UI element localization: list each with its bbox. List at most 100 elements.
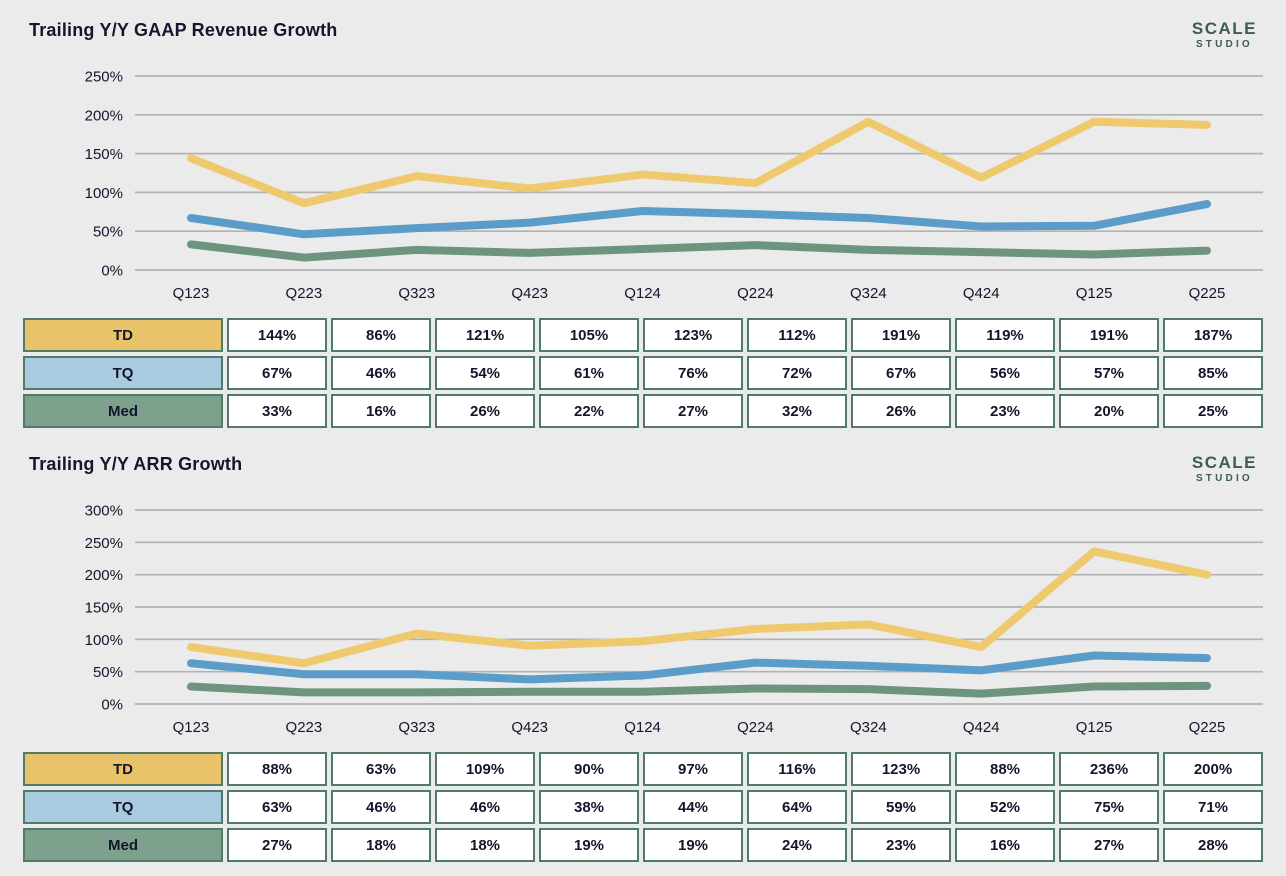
y-tick-label: 150% bbox=[85, 146, 123, 163]
table-cell-td: 123% bbox=[851, 752, 951, 786]
table-cell-med: 26% bbox=[851, 394, 951, 428]
table-cell-med: 23% bbox=[851, 828, 951, 862]
x-tick-label: Q225 bbox=[1189, 719, 1226, 736]
row-header-med: Med bbox=[23, 828, 223, 862]
y-tick-label: 50% bbox=[93, 664, 123, 681]
table-cell-tq: 57% bbox=[1059, 356, 1159, 390]
chart-title-arr: Trailing Y/Y ARR Growth bbox=[29, 454, 243, 474]
table-cell-med: 19% bbox=[643, 828, 743, 862]
table-cell-med: 27% bbox=[227, 828, 327, 862]
table-cell-med: 16% bbox=[331, 394, 431, 428]
line-chart-canvas: 250% 200% 150% 100% 50% 0% Q123 Q223 Q323 Q423 Q12… bbox=[85, 69, 1263, 302]
logo-text-scale: SCALE bbox=[1191, 19, 1257, 38]
table-cell-td: 88% bbox=[227, 752, 327, 786]
table-cell-med: 27% bbox=[1059, 828, 1159, 862]
table-row-tq: TQ 63% 46% 46% 38% 44% 64% 59% 52% 75% 71% bbox=[23, 790, 1263, 824]
x-tick-label: Q424 bbox=[963, 285, 1000, 302]
x-tick-label: Q324 bbox=[850, 285, 887, 302]
table-cell-td: 88% bbox=[955, 752, 1055, 786]
table-cell-med: 23% bbox=[955, 394, 1055, 428]
table-cell-td: 191% bbox=[1059, 318, 1159, 352]
table-cell-td: 90% bbox=[539, 752, 639, 786]
table-cell-td: 116% bbox=[747, 752, 847, 786]
row-header-td: TD bbox=[23, 752, 223, 786]
series-line-tq bbox=[187, 200, 1211, 239]
y-tick-label: 200% bbox=[85, 567, 123, 584]
y-tick-label: 300% bbox=[85, 503, 123, 520]
x-tick-label: Q125 bbox=[1076, 719, 1113, 736]
table-cell-med: 18% bbox=[435, 828, 535, 862]
table-row-med: Med 33% 16% 26% 22% 27% 32% 26% 23% 20% 25% bbox=[23, 394, 1263, 428]
table-cell-med: 33% bbox=[227, 394, 327, 428]
table-cell-tq: 67% bbox=[851, 356, 951, 390]
y-tick-label: 0% bbox=[101, 697, 123, 714]
table-cell-tq: 85% bbox=[1163, 356, 1263, 390]
table-cell-med: 27% bbox=[643, 394, 743, 428]
series-line-med bbox=[187, 240, 1211, 262]
table-cell-tq: 46% bbox=[435, 790, 535, 824]
scale-studio-logo: SCALE STUDIO bbox=[1192, 20, 1257, 50]
y-tick-label: 50% bbox=[93, 224, 123, 241]
table-cell-med: 16% bbox=[955, 828, 1055, 862]
x-tick-label: Q423 bbox=[511, 719, 548, 736]
table-cell-tq: 63% bbox=[227, 790, 327, 824]
table-cell-td: 236% bbox=[1059, 752, 1159, 786]
table-cell-med: 19% bbox=[539, 828, 639, 862]
table-cell-tq: 71% bbox=[1163, 790, 1263, 824]
table-cell-td: 144% bbox=[227, 318, 327, 352]
gaap-revenue-growth-table: TD 144% 86% 121% 105% 123% 112% 191% 119% 191% 187… bbox=[19, 314, 1267, 432]
x-tick-label: Q224 bbox=[737, 285, 774, 302]
x-tick-label: Q323 bbox=[398, 719, 435, 736]
table-cell-med: 20% bbox=[1059, 394, 1159, 428]
table-cell-tq: 59% bbox=[851, 790, 951, 824]
table-cell-tq: 46% bbox=[331, 356, 431, 390]
x-tick-label: Q124 bbox=[624, 285, 661, 302]
table-cell-tq: 75% bbox=[1059, 790, 1159, 824]
x-tick-label: Q125 bbox=[1076, 285, 1113, 302]
table-row-tq: TQ 67% 46% 54% 61% 76% 72% 67% 56% 57% 85% bbox=[23, 356, 1263, 390]
y-tick-label: 100% bbox=[85, 185, 123, 202]
table-cell-td: 86% bbox=[331, 318, 431, 352]
table-cell-td: 112% bbox=[747, 318, 847, 352]
arr-panel-header: Trailing Y/Y ARR Growth SCALE STUDIO bbox=[23, 450, 1263, 494]
series-line-med bbox=[187, 681, 1211, 698]
y-tick-label: 150% bbox=[85, 600, 123, 617]
table-cell-td: 97% bbox=[643, 752, 743, 786]
x-tick-label: Q223 bbox=[286, 285, 323, 302]
table-cell-td: 63% bbox=[331, 752, 431, 786]
table-cell-td: 105% bbox=[539, 318, 639, 352]
x-tick-label: Q223 bbox=[286, 719, 323, 736]
x-tick-label: Q324 bbox=[850, 719, 887, 736]
table-cell-med: 32% bbox=[747, 394, 847, 428]
logo-text-scale: SCALE bbox=[1191, 453, 1257, 472]
table-row-td: TD 88% 63% 109% 90% 97% 116% 123% 88% 236% 200% bbox=[23, 752, 1263, 786]
table-cell-med: 26% bbox=[435, 394, 535, 428]
table-cell-td: 109% bbox=[435, 752, 535, 786]
gaap-revenue-growth-section: Trailing Y/Y GAAP Revenue Growth SCALE S… bbox=[23, 16, 1263, 432]
row-header-med: Med bbox=[23, 394, 223, 428]
table-cell-tq: 56% bbox=[955, 356, 1055, 390]
arr-growth-section: Trailing Y/Y ARR Growth SCALE STUDIO 300… bbox=[23, 450, 1263, 866]
table-cell-td: 200% bbox=[1163, 752, 1263, 786]
x-tick-label: Q123 bbox=[173, 719, 210, 736]
series-line-tq bbox=[187, 651, 1211, 684]
x-tick-label: Q124 bbox=[624, 719, 661, 736]
series-line-td bbox=[187, 547, 1211, 668]
scale-studio-logo: SCALE STUDIO bbox=[1192, 454, 1257, 484]
table-row-med: Med 27% 18% 18% 19% 19% 24% 23% 16% 27% 28% bbox=[23, 828, 1263, 862]
x-tick-label: Q123 bbox=[173, 285, 210, 302]
x-tick-label: Q224 bbox=[737, 719, 774, 736]
gaap-revenue-growth-chart: 250% 200% 150% 100% 50% 0% Q123 Q223 Q323 Q423 Q12… bbox=[23, 60, 1263, 310]
arr-growth-table: TD 88% 63% 109% 90% 97% 116% 123% 88% 236% 200% TQ 6… bbox=[19, 748, 1267, 866]
y-tick-label: 100% bbox=[85, 632, 123, 649]
table-cell-td: 119% bbox=[955, 318, 1055, 352]
x-tick-label: Q424 bbox=[963, 719, 1000, 736]
gaap-panel-header: Trailing Y/Y GAAP Revenue Growth SCALE S… bbox=[23, 16, 1263, 60]
table-cell-med: 18% bbox=[331, 828, 431, 862]
y-tick-label: 0% bbox=[101, 263, 123, 280]
table-cell-td: 187% bbox=[1163, 318, 1263, 352]
table-cell-tq: 76% bbox=[643, 356, 743, 390]
row-header-td: TD bbox=[23, 318, 223, 352]
table-cell-med: 25% bbox=[1163, 394, 1263, 428]
y-tick-label: 250% bbox=[85, 535, 123, 552]
